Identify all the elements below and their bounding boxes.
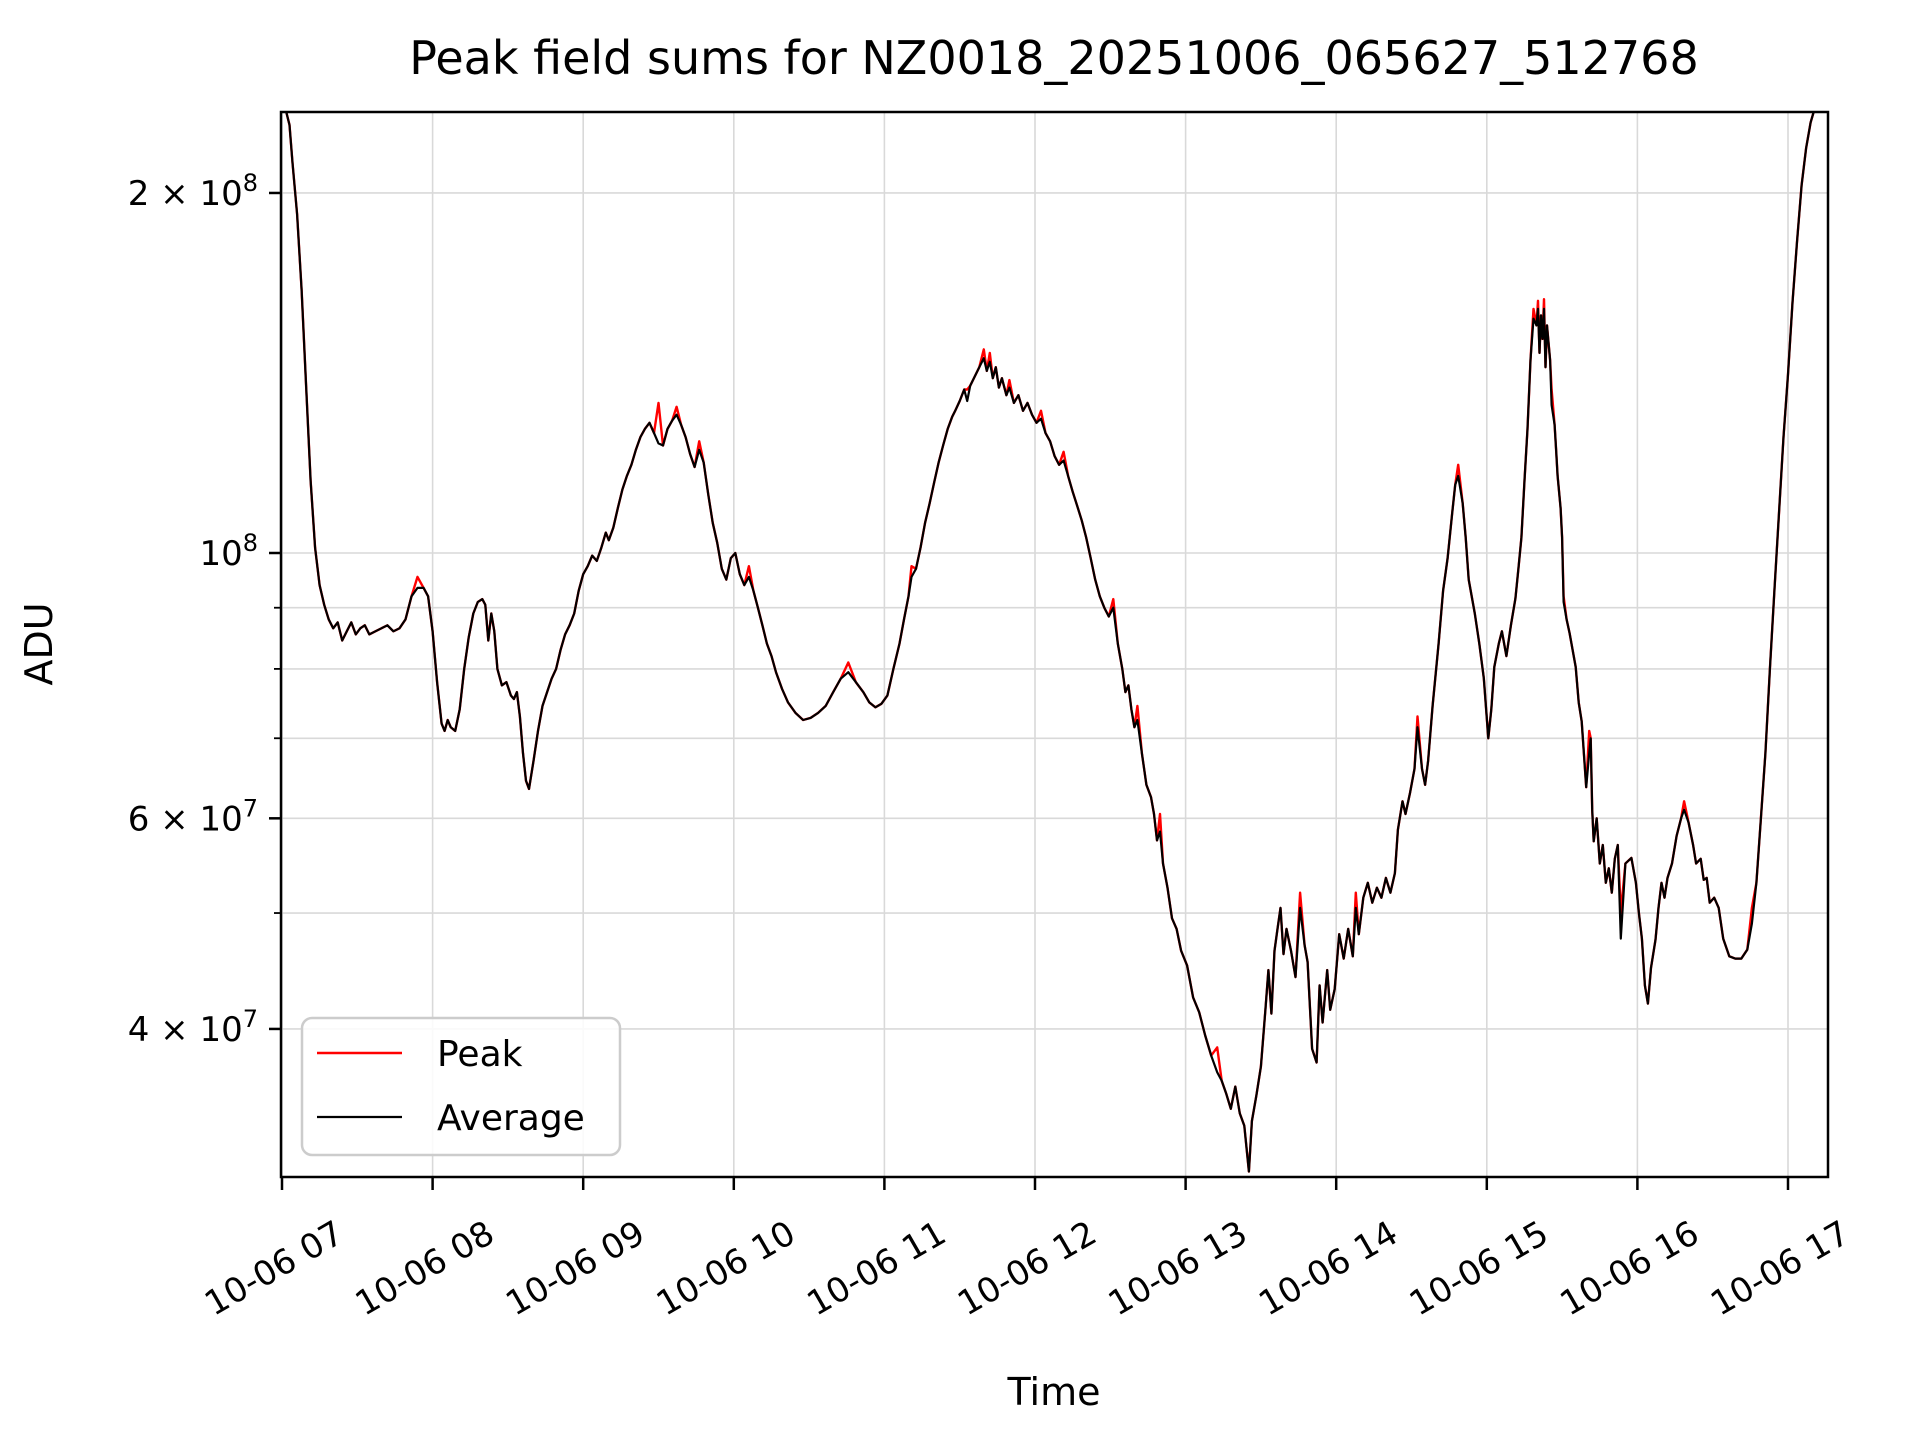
average-line bbox=[285, 112, 1815, 1173]
axes-spines bbox=[279, 110, 1830, 1179]
x-tick-label: 10-06 14 bbox=[1252, 1213, 1404, 1324]
y-tick-label: 2 × 108 bbox=[128, 169, 258, 214]
chart-title: Peak field sums for NZ0018_20251006_0656… bbox=[409, 31, 1698, 85]
tick-marks bbox=[269, 191, 1790, 1190]
y-tick-labels: 2 × 108 108 6 × 107 4 × 107 bbox=[128, 169, 258, 1050]
x-tick-label: 10-06 13 bbox=[1102, 1213, 1254, 1324]
x-tick-label: 10-06 15 bbox=[1403, 1213, 1555, 1324]
x-tick-label: 10-06 16 bbox=[1554, 1213, 1706, 1324]
x-tick-label: 10-06 11 bbox=[801, 1213, 953, 1324]
x-tick-label: 10-06 07 bbox=[198, 1213, 350, 1324]
x-tick-label: 10-06 17 bbox=[1704, 1213, 1856, 1324]
x-tick-label: 10-06 09 bbox=[499, 1213, 651, 1324]
y-tick-label: 4 × 107 bbox=[128, 1005, 258, 1050]
peak-line bbox=[285, 112, 1815, 1173]
gridlines bbox=[281, 112, 1828, 1177]
x-tick-label: 10-06 08 bbox=[349, 1213, 501, 1324]
y-axis-label: ADU bbox=[17, 602, 61, 685]
legend-label-average: Average bbox=[437, 1098, 585, 1139]
legend: Peak Average bbox=[300, 1016, 622, 1157]
x-tick-label: 10-06 12 bbox=[951, 1213, 1103, 1324]
y-tick-label: 108 bbox=[199, 529, 258, 574]
y-tick-label: 6 × 107 bbox=[128, 794, 258, 839]
x-tick-label: 10-06 10 bbox=[650, 1213, 802, 1324]
x-axis-label: Time bbox=[1007, 1370, 1101, 1414]
legend-label-peak: Peak bbox=[437, 1034, 523, 1075]
